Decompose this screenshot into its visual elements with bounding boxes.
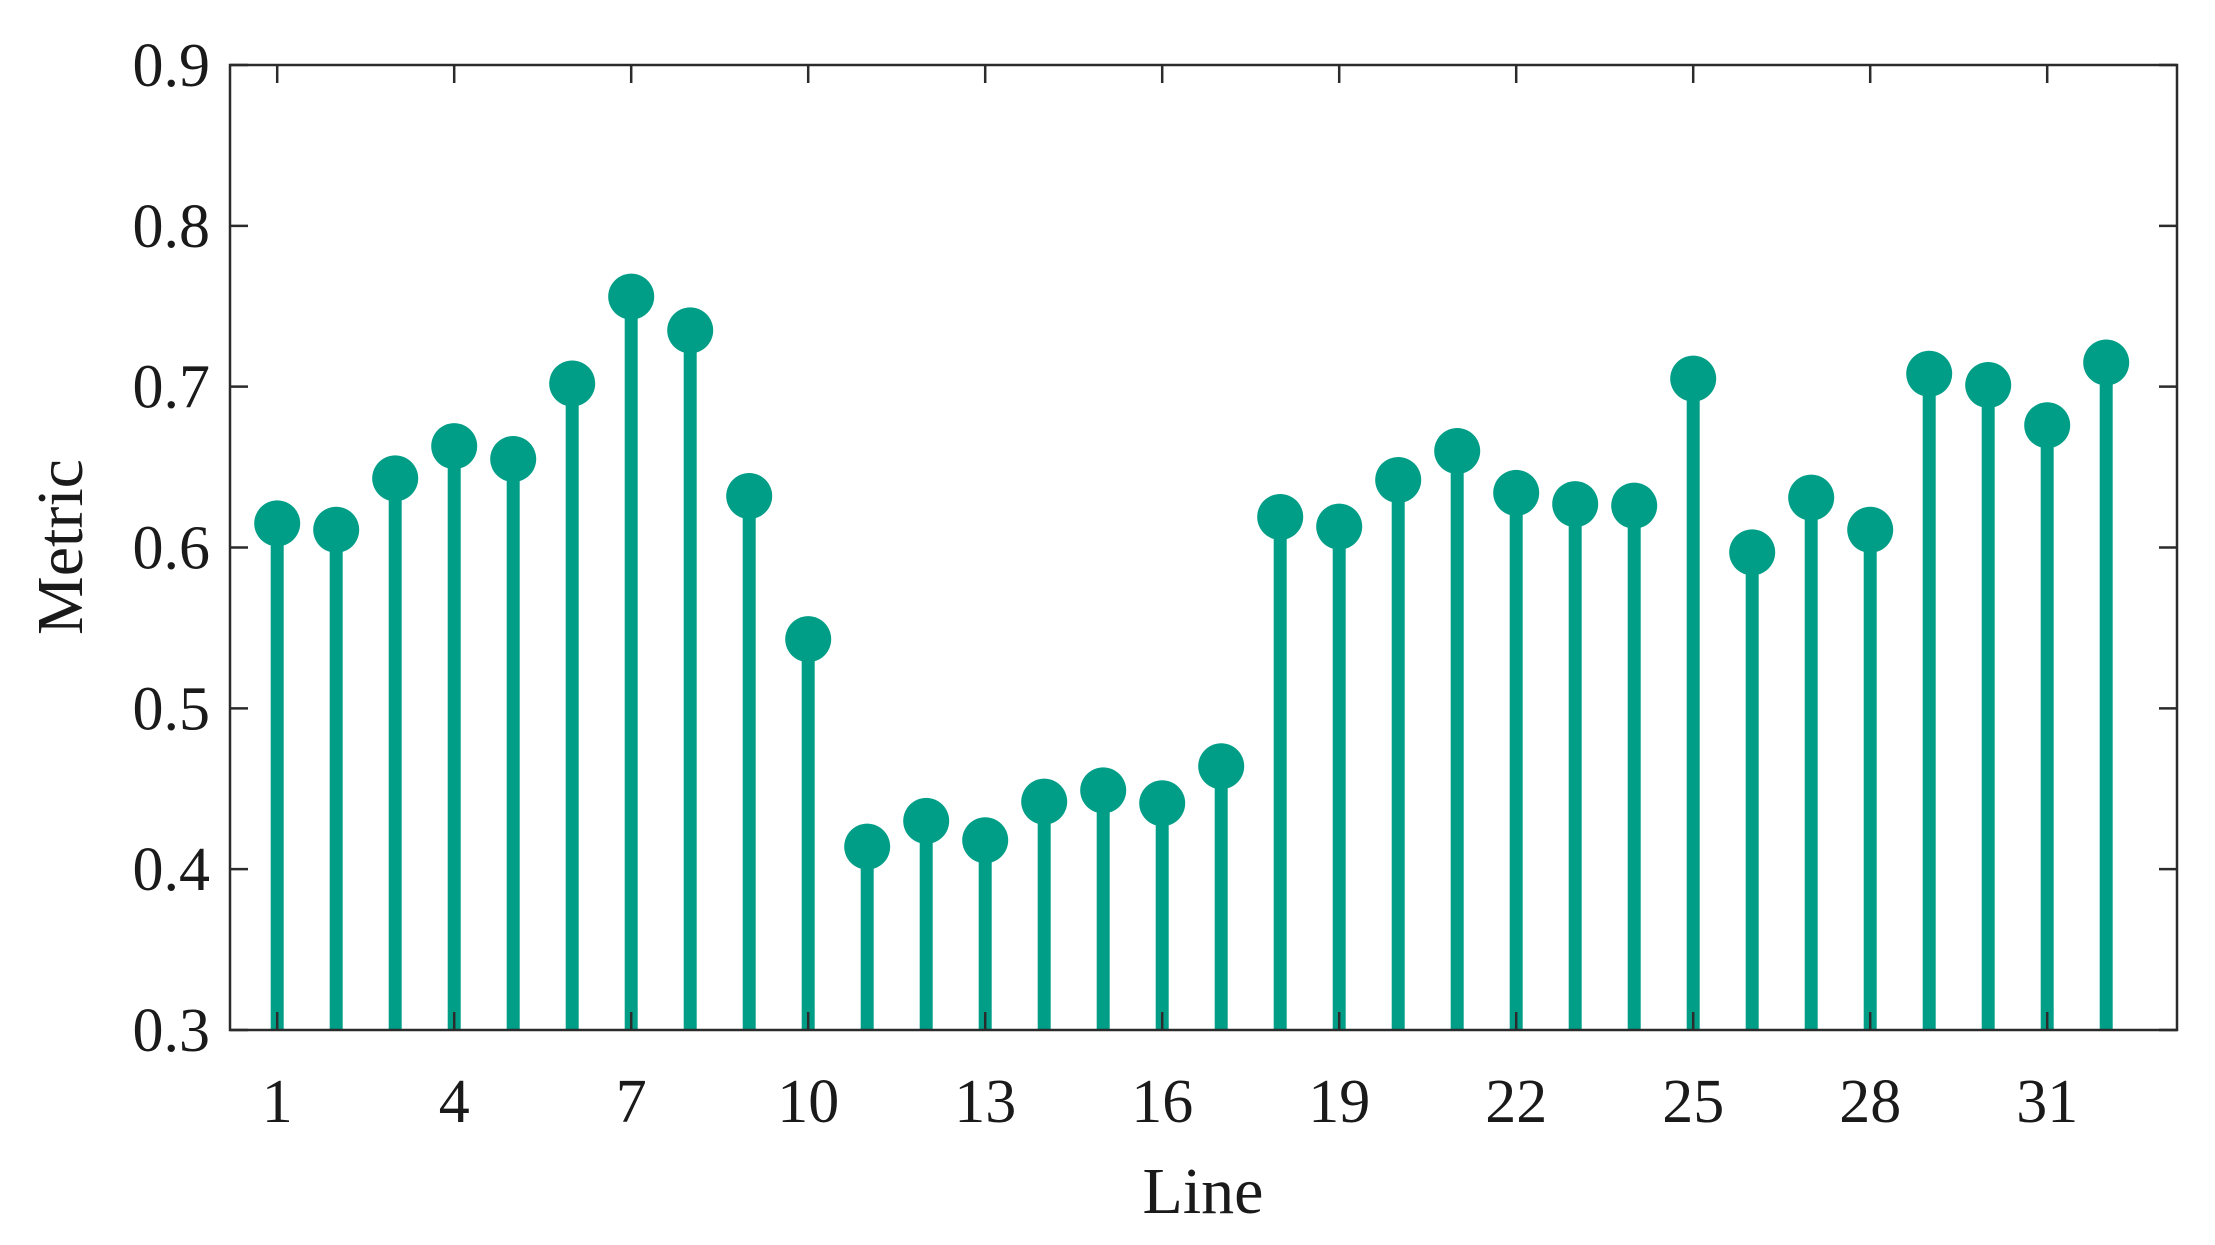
y-axis-tick-labels: 0.3 0.4 0.5 0.6 0.7 0.8 0.9 xyxy=(133,32,211,1065)
x-tick-label: 25 xyxy=(1662,1068,1724,1136)
stem-marker xyxy=(1847,506,1894,553)
stem-marker xyxy=(1434,428,1481,474)
stem-marker xyxy=(785,616,832,663)
stem-marker xyxy=(1729,529,1776,576)
stem-marker xyxy=(313,506,360,553)
x-tick-label: 16 xyxy=(1131,1068,1193,1136)
y-tick-label: 0.3 xyxy=(133,997,211,1065)
stem-marker xyxy=(1965,362,2012,409)
stem-marker xyxy=(726,473,773,520)
plot-area-frame xyxy=(228,63,2179,1032)
x-tick-label: 10 xyxy=(777,1068,839,1136)
x-tick-label: 13 xyxy=(954,1068,1016,1136)
stem-marker xyxy=(2024,402,2071,449)
stem-marker xyxy=(1080,767,1127,814)
y-axis-label: Metric xyxy=(24,459,97,635)
x-axis-tick-labels: 1 4 7 10 13 16 19 22 25 28 31 xyxy=(262,1068,2078,1136)
y-tick-label: 0.8 xyxy=(133,193,211,261)
x-tick-label: 1 xyxy=(262,1068,293,1136)
x-tick-label: 7 xyxy=(616,1068,647,1136)
stem-marker xyxy=(1493,469,1540,516)
stem-marker xyxy=(1611,482,1658,529)
stem-marker xyxy=(844,823,891,870)
stem-marker xyxy=(549,360,596,407)
y-tick-label: 0.5 xyxy=(133,675,211,743)
y-tick-label: 0.6 xyxy=(133,515,211,583)
x-tick-label: 19 xyxy=(1308,1068,1370,1136)
stem-marker xyxy=(1552,481,1599,528)
stem-marker xyxy=(254,500,301,547)
y-tick-label: 0.9 xyxy=(133,32,211,100)
stem-marker xyxy=(1316,503,1363,550)
stem-marker xyxy=(1257,493,1304,540)
stem-marker xyxy=(608,273,655,320)
stem-marker xyxy=(1670,355,1717,402)
x-tick-label: 28 xyxy=(1839,1068,1901,1136)
stem-marker xyxy=(1198,743,1245,790)
stem-marker xyxy=(490,436,537,483)
stem-marker xyxy=(1139,780,1186,827)
y-tick-label: 0.7 xyxy=(133,354,211,422)
x-tick-label: 31 xyxy=(2016,1068,2078,1136)
stem-series xyxy=(254,273,2130,1030)
stem-marker xyxy=(903,797,950,844)
stem-marker xyxy=(372,455,419,502)
x-tick-label: 22 xyxy=(1485,1068,1547,1136)
stem-marker xyxy=(1375,456,1422,503)
stem-marker xyxy=(2083,339,2130,386)
stem-marker xyxy=(431,423,478,470)
x-axis-label: Line xyxy=(1143,1155,1264,1228)
x-tick-label: 4 xyxy=(439,1068,470,1136)
y-tick-label: 0.4 xyxy=(133,836,211,904)
stem-marker xyxy=(1906,350,1953,397)
stem-marker xyxy=(1788,474,1835,521)
stem-marker xyxy=(1021,778,1068,825)
stem-marker xyxy=(962,817,1009,864)
stem-marker xyxy=(667,307,714,354)
axis-ticks xyxy=(230,63,2177,1032)
